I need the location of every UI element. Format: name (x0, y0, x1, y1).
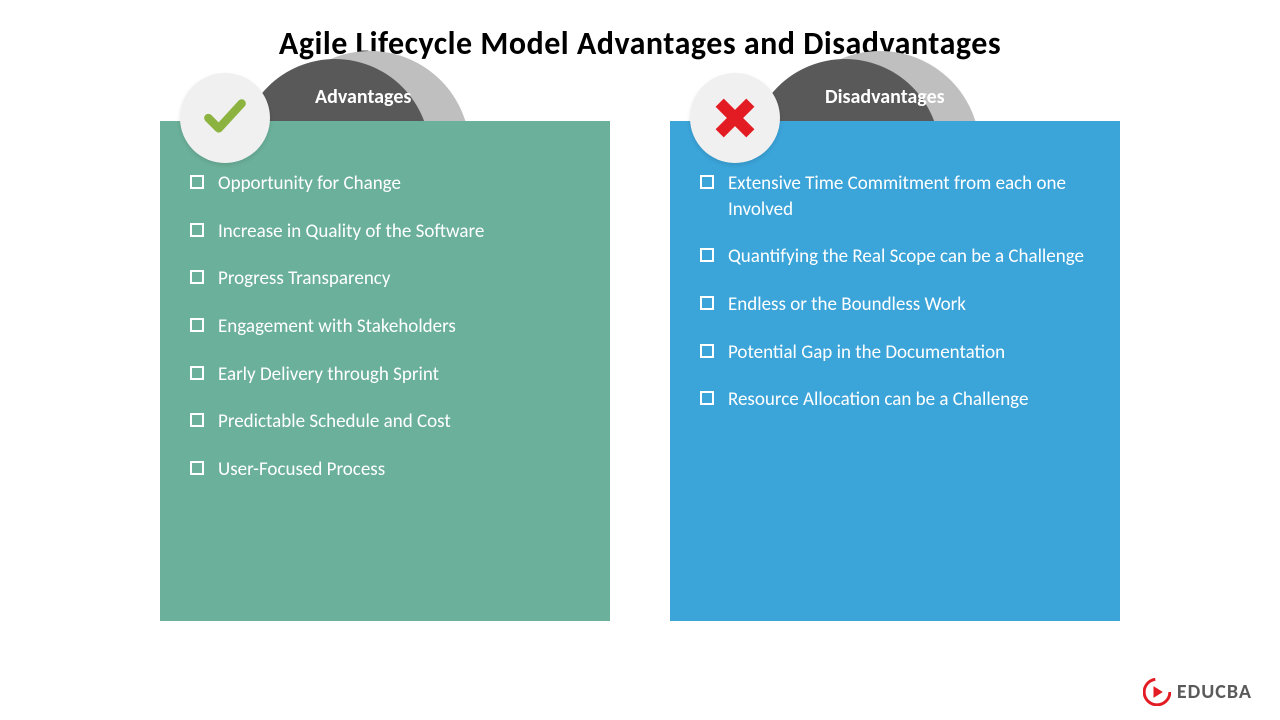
list-item: Potential Gap in the Documentation (700, 340, 1090, 366)
item-text: Opportunity for Change (218, 171, 401, 197)
bullet-icon (700, 391, 714, 405)
advantages-panel: Advantages Opportunity for Change Increa… (160, 103, 610, 621)
bullet-icon (700, 344, 714, 358)
list-item: Resource Allocation can be a Challenge (700, 387, 1090, 413)
logo-text: EDUCBA (1177, 680, 1252, 704)
bullet-icon (700, 175, 714, 189)
item-text: Increase in Quality of the Software (218, 219, 484, 245)
item-text: Engagement with Stakeholders (218, 314, 456, 340)
list-item: Extensive Time Commitment from each one … (700, 171, 1090, 222)
list-item: Progress Transparency (190, 266, 580, 292)
bullet-icon (190, 461, 204, 475)
page-title: Agile Lifecycle Model Advantages and Dis… (0, 0, 1280, 63)
bullet-icon (700, 248, 714, 262)
bullet-icon (190, 413, 204, 427)
bullet-icon (190, 175, 204, 189)
list-item: Increase in Quality of the Software (190, 219, 580, 245)
check-icon (200, 93, 250, 143)
disadvantages-badge (690, 73, 780, 163)
list-item: Quantifying the Real Scope can be a Chal… (700, 244, 1090, 270)
list-item: Opportunity for Change (190, 171, 580, 197)
disadvantages-panel: Disadvantages Extensive Time Commitment … (670, 103, 1120, 621)
item-text: Extensive Time Commitment from each one … (728, 171, 1090, 222)
item-text: Progress Transparency (218, 266, 390, 292)
logo-icon (1143, 678, 1171, 706)
list-item: Early Delivery through Sprint (190, 362, 580, 388)
bullet-icon (190, 318, 204, 332)
bullet-icon (190, 223, 204, 237)
item-text: Early Delivery through Sprint (218, 362, 439, 388)
item-text: Predictable Schedule and Cost (218, 409, 451, 435)
cross-icon (712, 95, 758, 141)
list-item: Endless or the Boundless Work (700, 292, 1090, 318)
item-text: Potential Gap in the Documentation (728, 340, 1005, 366)
bullet-icon (190, 270, 204, 284)
advantages-card: Opportunity for Change Increase in Quali… (160, 121, 610, 621)
logo: EDUCBA (1143, 678, 1252, 706)
list-item: Engagement with Stakeholders (190, 314, 580, 340)
panels-container: Advantages Opportunity for Change Increa… (0, 103, 1280, 621)
item-text: Endless or the Boundless Work (728, 292, 966, 318)
item-text: User-Focused Process (218, 457, 385, 483)
list-item: Predictable Schedule and Cost (190, 409, 580, 435)
bullet-icon (190, 366, 204, 380)
list-item: User-Focused Process (190, 457, 580, 483)
advantages-badge (180, 73, 270, 163)
advantages-header: Advantages (315, 85, 411, 109)
item-text: Resource Allocation can be a Challenge (728, 387, 1028, 413)
item-text: Quantifying the Real Scope can be a Chal… (728, 244, 1084, 270)
disadvantages-header: Disadvantages (825, 85, 945, 109)
disadvantages-card: Extensive Time Commitment from each one … (670, 121, 1120, 621)
bullet-icon (700, 296, 714, 310)
